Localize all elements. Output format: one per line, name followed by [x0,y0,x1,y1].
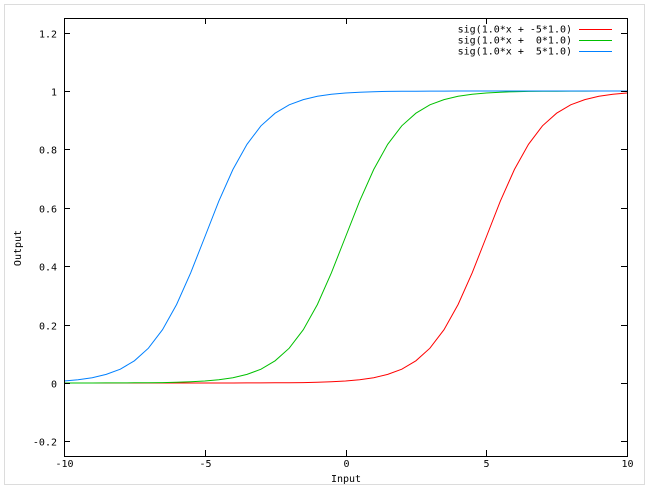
legend-label: sig(1.0*x + 0*1.0) [458,36,572,47]
curves [63,90,628,384]
y-tick-label: 0.8 [39,146,57,157]
ticks: -10 -5 0 5 10 -0.2 0 0.2 0.4 0.6 0.8 1 1.2 [33,18,634,470]
x-tick-label: 0 [343,459,349,470]
y-tick-label: 0 [51,380,57,391]
legend-label: sig(1.0*x + 5*1.0) [458,47,572,58]
x-tick-label: 5 [483,459,489,470]
legend-label: sig(1.0*x + -5*1.0) [458,25,572,36]
x-axis-label: Input [331,474,361,485]
legend: sig(1.0*x + -5*1.0)sig(1.0*x + 0*1.0)sig… [458,25,612,58]
y-tick-label: 1 [51,88,57,99]
series-line-1 [64,90,627,384]
y-tick-label: 0.6 [39,205,57,216]
x-tick-label: -10 [55,459,73,470]
series-line-2 [63,90,627,382]
plot-border [64,18,628,457]
x-tick-label: 10 [621,459,633,470]
y-tick-label: 0.4 [39,263,57,274]
image-frame [4,4,645,485]
y-tick-label: 0.2 [39,322,57,333]
y-axis-label: Output [13,230,24,266]
x-tick-label: -5 [199,459,211,470]
y-tick-label: 1.2 [39,30,57,41]
y-tick-label: -0.2 [33,438,57,449]
